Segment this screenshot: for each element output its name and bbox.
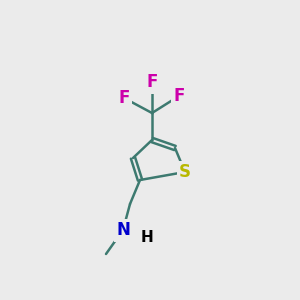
Text: F: F [146,73,158,91]
Text: H: H [141,230,153,244]
Text: F: F [173,87,185,105]
Text: N: N [116,221,130,239]
Text: S: S [179,163,191,181]
Text: F: F [118,89,130,107]
